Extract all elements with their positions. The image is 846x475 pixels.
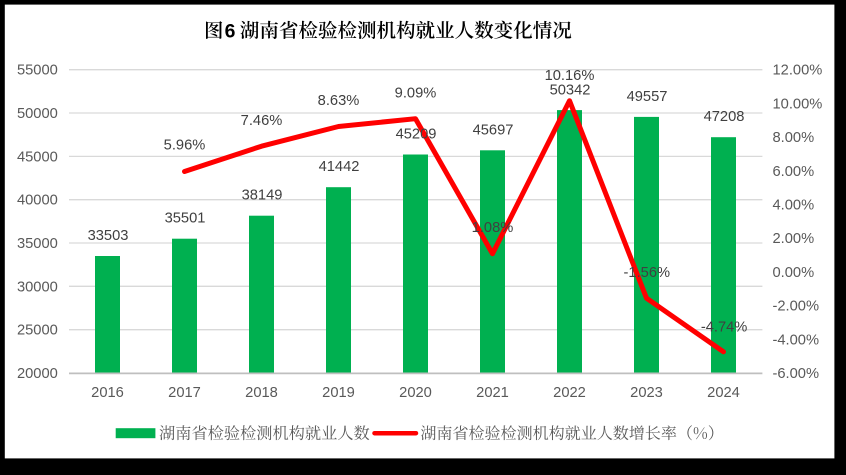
- svg-text:40000: 40000: [17, 193, 58, 209]
- svg-text:2.00%: 2.00%: [773, 231, 815, 247]
- svg-text:6.00%: 6.00%: [773, 164, 815, 180]
- svg-text:8.00%: 8.00%: [773, 130, 815, 146]
- svg-text:6: 6: [225, 20, 236, 42]
- svg-text:9.09%: 9.09%: [395, 86, 437, 102]
- svg-text:50000: 50000: [17, 106, 58, 122]
- svg-text:10.00%: 10.00%: [773, 96, 823, 112]
- svg-text:25000: 25000: [17, 323, 58, 339]
- svg-text:2021: 2021: [476, 385, 509, 401]
- svg-text:38149: 38149: [242, 188, 283, 204]
- svg-text:55000: 55000: [17, 63, 58, 79]
- svg-text:2024: 2024: [707, 385, 740, 401]
- svg-text:35000: 35000: [17, 236, 58, 252]
- svg-text:45000: 45000: [17, 149, 58, 165]
- svg-text:-6.00%: -6.00%: [773, 366, 820, 382]
- svg-text:4.00%: 4.00%: [773, 198, 815, 214]
- svg-text:47208: 47208: [704, 109, 745, 125]
- svg-text:2016: 2016: [91, 385, 124, 401]
- svg-text:12.00%: 12.00%: [773, 63, 823, 79]
- svg-text:50342: 50342: [550, 83, 591, 99]
- svg-text:45697: 45697: [473, 122, 514, 138]
- svg-text:5.96%: 5.96%: [164, 138, 206, 154]
- svg-text:45209: 45209: [396, 127, 437, 143]
- svg-text:1.08%: 1.08%: [472, 220, 514, 236]
- svg-text:33503: 33503: [88, 228, 129, 244]
- svg-text:-1.56%: -1.56%: [624, 265, 671, 281]
- svg-text:7.46%: 7.46%: [241, 113, 283, 129]
- svg-text:2018: 2018: [245, 385, 278, 401]
- svg-text:8.63%: 8.63%: [318, 93, 360, 109]
- svg-text:2020: 2020: [399, 385, 432, 401]
- svg-text:-2.00%: -2.00%: [773, 299, 820, 315]
- svg-text:-4.00%: -4.00%: [773, 332, 820, 348]
- svg-text:10.16%: 10.16%: [545, 68, 595, 84]
- svg-text:35501: 35501: [165, 211, 206, 227]
- svg-text:0.00%: 0.00%: [773, 265, 815, 281]
- svg-text:2023: 2023: [630, 385, 663, 401]
- svg-text:2019: 2019: [322, 385, 355, 401]
- svg-text:30000: 30000: [17, 279, 58, 295]
- svg-text:41442: 41442: [319, 159, 360, 175]
- svg-text:-4.74%: -4.74%: [701, 320, 748, 336]
- svg-text:20000: 20000: [17, 366, 58, 382]
- svg-text:2022: 2022: [553, 385, 586, 401]
- svg-text:49557: 49557: [627, 89, 668, 105]
- svg-text:2017: 2017: [168, 385, 201, 401]
